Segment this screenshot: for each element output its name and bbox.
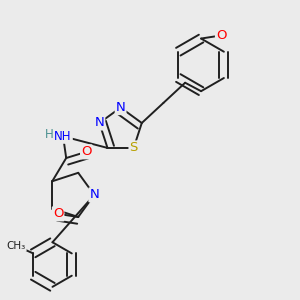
Text: O: O	[53, 207, 63, 220]
Text: N: N	[94, 116, 104, 130]
Text: O: O	[81, 145, 92, 158]
Text: H: H	[45, 128, 53, 141]
Text: N: N	[116, 101, 125, 114]
Text: CH₃: CH₃	[7, 241, 26, 251]
Text: NH: NH	[54, 130, 72, 143]
Text: O: O	[216, 29, 226, 42]
Text: N: N	[89, 188, 99, 201]
Text: S: S	[130, 141, 138, 154]
